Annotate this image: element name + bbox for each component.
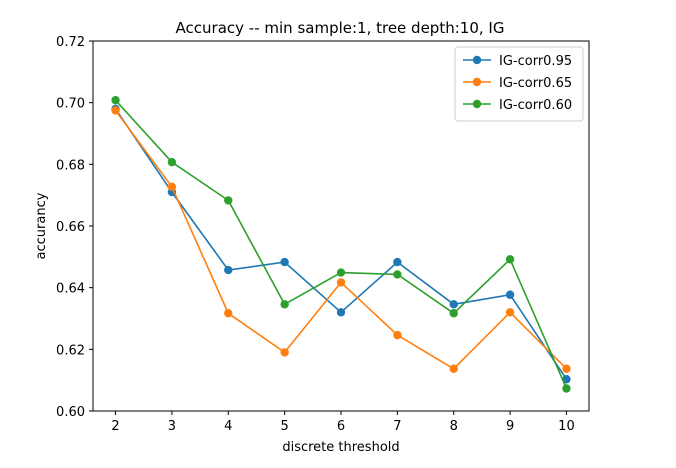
data-point: [280, 300, 289, 309]
data-point: [224, 309, 233, 318]
data-point: [167, 182, 177, 192]
series-line-1: [114, 109, 568, 370]
data-point: [393, 257, 402, 267]
data-point: [336, 268, 346, 277]
data-point: [505, 308, 515, 317]
data-point: [449, 309, 458, 318]
plot-area: 2 3 4 5 6 7 8 9 10 0.60 0.62 0.64 0.66 0.68 0.70 0.72: [56, 35, 590, 434]
legend-label: IG-corr0.95: [499, 54, 572, 69]
legend-box: [454, 46, 584, 122]
y-tick-label: 0.60: [56, 405, 85, 420]
y-tick-label: 0.72: [56, 35, 85, 50]
legend-marker: [472, 77, 482, 87]
data-point: [111, 106, 120, 115]
x-tick-label: 4: [224, 419, 232, 434]
legend-marker: [472, 55, 482, 65]
x-tick-label: 8: [450, 419, 458, 434]
data-point: [167, 157, 177, 167]
chart-title: Accuracy -- min sample:1, tree depth:10,…: [176, 19, 505, 37]
data-point: [393, 330, 402, 340]
x-axis-label: discrete threshold: [282, 440, 399, 455]
x-tick-label: 7: [393, 419, 401, 434]
x-tick-label: 10: [558, 419, 575, 434]
x-tick-label: 5: [280, 419, 288, 434]
series-line-0: [114, 108, 568, 380]
data-point: [562, 375, 571, 384]
data-point: [449, 300, 458, 309]
y-tick-label: 0.70: [56, 97, 85, 112]
x-tick-label: 2: [111, 419, 119, 434]
data-point: [505, 290, 515, 299]
y-tick-label: 0.66: [56, 220, 85, 235]
data-point: [280, 257, 289, 267]
legend-label: IG-corr0.60: [499, 98, 572, 113]
x-tick-label: 9: [506, 419, 514, 434]
y-tick-label: 0.64: [56, 282, 85, 297]
x-tick-label: 3: [168, 419, 176, 434]
data-point: [111, 96, 120, 105]
data-point: [280, 348, 289, 357]
legend: IG-corr0.95 IG-corr0.65 IG-corr0.60: [454, 46, 584, 122]
data-point: [562, 364, 571, 373]
data-point: [224, 196, 233, 205]
series-line-2: [114, 99, 568, 389]
data-point: [562, 384, 571, 393]
data-point: [505, 255, 515, 264]
y-tick-label: 0.68: [56, 158, 85, 173]
legend-marker: [472, 99, 482, 109]
data-point: [336, 278, 346, 287]
x-tick-label: 6: [337, 419, 345, 434]
legend-label: IG-corr0.65: [499, 76, 572, 91]
data-point: [336, 308, 346, 317]
data-point: [393, 270, 402, 279]
data-point: [224, 265, 233, 275]
data-point: [449, 364, 458, 373]
y-axis-label: accurancy: [34, 192, 49, 259]
y-tick-label: 0.62: [56, 343, 85, 358]
